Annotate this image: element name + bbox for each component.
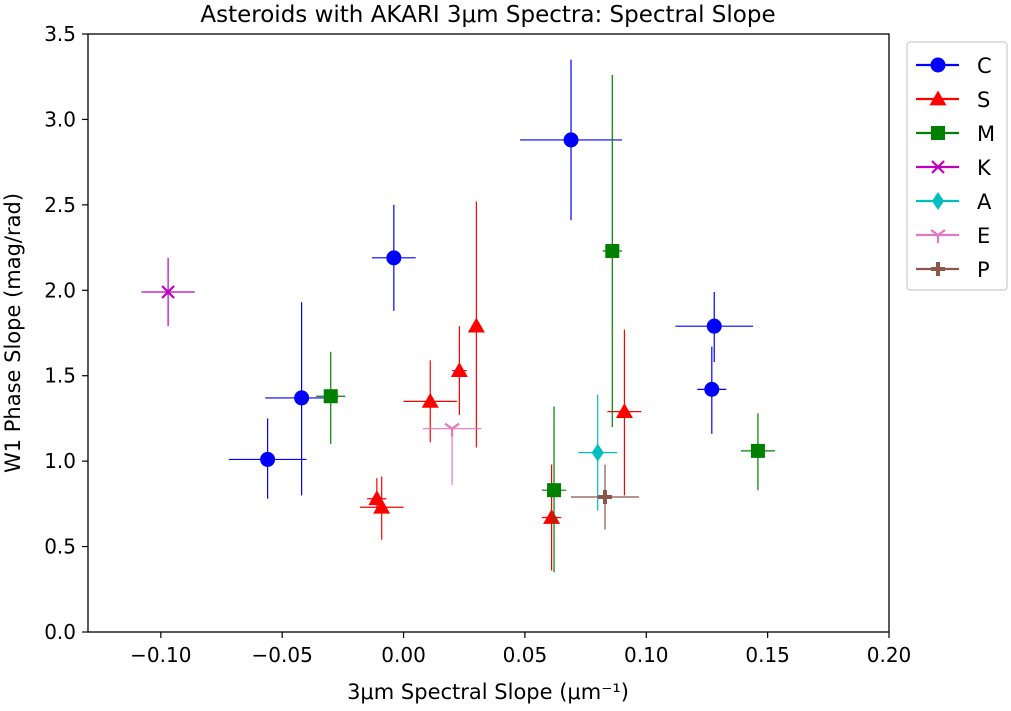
legend-item: A: [916, 190, 992, 214]
y-tick-label: 3.0: [44, 107, 76, 131]
legend-marker-M: [931, 126, 945, 140]
data-point-K: [161, 285, 175, 299]
y-tick-label: 2.0: [44, 278, 76, 302]
data-point-S: [543, 509, 561, 524]
data-point-P: [598, 490, 613, 505]
x-tick-label: 0.05: [503, 643, 548, 667]
y-tick-label: 0.5: [44, 535, 76, 559]
chart-title: Asteroids with AKARI 3μm Spectra: Spectr…: [200, 2, 775, 28]
legend-item: C: [916, 54, 992, 78]
y-tick-label: 1.0: [44, 449, 76, 473]
data-point-S: [450, 362, 468, 377]
legend-item: P: [916, 258, 990, 282]
legend-label: C: [977, 54, 992, 78]
legend-marker-A: [932, 192, 944, 210]
data-point-S: [467, 317, 485, 333]
data-point-C: [704, 381, 720, 397]
series-K: [141, 257, 195, 327]
plot-frame: [87, 33, 890, 633]
x-tick-label: −0.05: [252, 643, 313, 667]
series-C: [228, 59, 754, 499]
legend-marker-P: [931, 262, 945, 276]
series-A: [578, 394, 618, 511]
y-axis: 0.0 0.5 1.0 1.5 2.0 2.5 3.0 3.5: [44, 22, 88, 644]
data-point-M: [323, 389, 338, 404]
y-tick-label: 3.5: [44, 22, 76, 46]
y-axis-label: W1 Phase Slope (mag/rad): [1, 193, 25, 473]
y-tick-label: 2.5: [44, 193, 76, 217]
x-tick-label: 0.00: [381, 643, 426, 667]
legend-label: M: [977, 122, 995, 146]
series-M: [316, 75, 775, 573]
y-tick-label: 0.0: [44, 620, 76, 644]
data-point-M: [750, 443, 765, 458]
legend-label: S: [977, 88, 990, 112]
legend-item: K: [916, 156, 992, 180]
data-point-A: [591, 443, 604, 462]
x-tick-label: 0.20: [867, 643, 912, 667]
legend-label: P: [977, 258, 990, 282]
x-axis-label: 3μm Spectral Slope (μm⁻¹): [347, 680, 629, 704]
data-point-S: [373, 498, 391, 514]
data-point-C: [260, 451, 276, 467]
data-point-C: [706, 318, 722, 334]
data-point-M: [605, 243, 620, 258]
x-tick-label: 0.15: [745, 643, 790, 667]
series-E: [422, 422, 482, 486]
data-point-S: [421, 392, 439, 408]
data-point-C: [386, 250, 402, 266]
data-point-M: [547, 483, 562, 498]
legend-label: A: [977, 190, 992, 214]
x-tick-label: 0.10: [624, 643, 669, 667]
legend-item: S: [916, 88, 990, 112]
legend-marker-K: [931, 160, 945, 174]
legend-marker-E: [930, 229, 946, 243]
legend-marker-S: [929, 90, 947, 106]
legend-item: E: [916, 224, 990, 248]
data-point-C: [563, 132, 579, 148]
y-tick-label: 1.5: [44, 364, 76, 388]
legend-item: M: [916, 122, 995, 146]
x-axis: −0.10 −0.05 0.00 0.05 0.10 0.15 0.20: [130, 632, 911, 667]
plot-area: [141, 59, 775, 573]
x-tick-label: −0.10: [130, 643, 191, 667]
data-point-C: [294, 390, 310, 406]
data-point-S: [615, 403, 633, 418]
legend-marker-C: [930, 57, 946, 73]
data-point-E: [444, 422, 460, 437]
series-S: [359, 201, 642, 571]
series-P: [571, 464, 639, 530]
legend-label: E: [977, 224, 990, 248]
legend-label: K: [977, 156, 992, 180]
